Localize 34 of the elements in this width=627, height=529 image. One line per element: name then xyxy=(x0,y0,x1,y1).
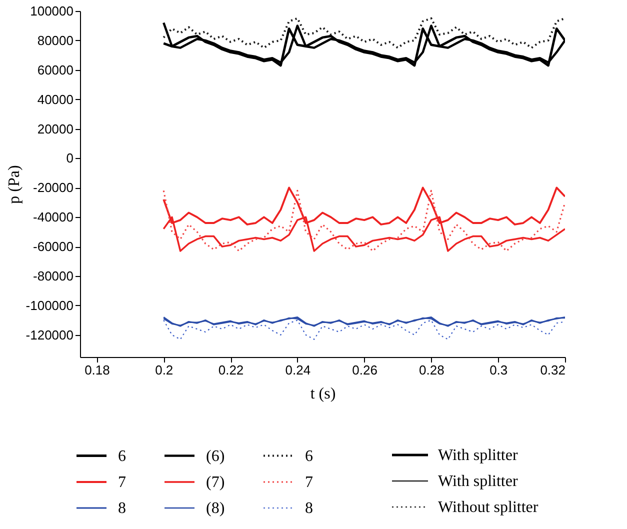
legend-label: 6 xyxy=(118,448,126,465)
y-tick-label: 60000 xyxy=(37,62,74,78)
y-tick-label: 80000 xyxy=(37,32,74,48)
text: With splitter xyxy=(438,447,518,464)
y-tick-label: -60000 xyxy=(33,239,74,254)
x-tick-label: 0.2 xyxy=(155,362,174,378)
legend-label: 8 xyxy=(118,500,126,517)
y-tick-label: -40000 xyxy=(33,210,74,225)
y-tick-label: -120000 xyxy=(26,327,74,342)
legend-label: (7) xyxy=(206,474,225,491)
legend-label: 8 xyxy=(305,500,313,517)
x-axis-title: t (s) xyxy=(310,386,336,402)
y-tick-label: -100000 xyxy=(26,298,74,313)
x-tick-label: 0.26 xyxy=(352,362,378,378)
legend-label: (6) xyxy=(206,448,225,465)
x-tick-label: 0.24 xyxy=(285,362,311,378)
y-tick-label: 100000 xyxy=(30,4,74,18)
y-tick-label: -20000 xyxy=(33,180,74,196)
legend-label: (8) xyxy=(206,500,225,517)
x-tick-label: 0.18 xyxy=(84,362,110,378)
legend-label: 7 xyxy=(118,474,126,491)
legend-label: 7 xyxy=(305,474,313,491)
y-tick-label: 20000 xyxy=(37,121,74,136)
x-tick-label: 0.22 xyxy=(218,362,244,378)
x-tick-label: 0.3 xyxy=(490,362,508,378)
text: Without splitter xyxy=(438,499,539,516)
y-axis-title: p (Pa) xyxy=(6,165,23,204)
y-tick-label: 40000 xyxy=(37,92,74,107)
x-tick-label: 0.32 xyxy=(540,362,566,378)
text: With splitter xyxy=(438,473,518,490)
x-tick-label: 0.28 xyxy=(419,362,444,378)
legend-label: 6 xyxy=(305,448,313,465)
y-tick-label: -80000 xyxy=(33,268,74,284)
y-tick-label: 0 xyxy=(66,150,74,166)
